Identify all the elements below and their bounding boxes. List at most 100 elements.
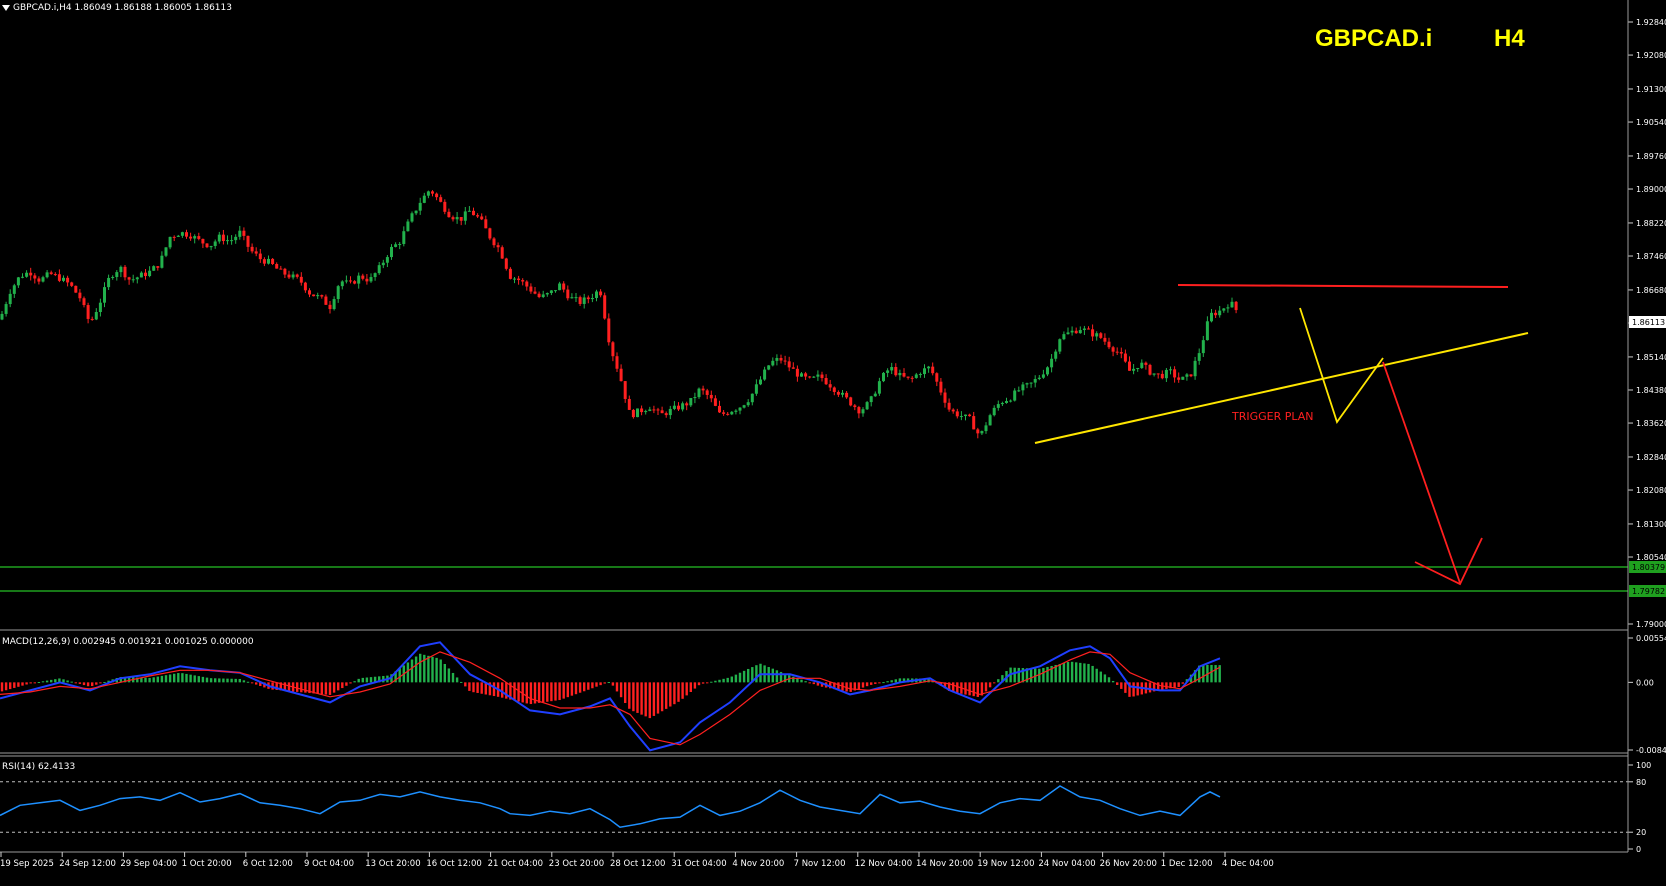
time-tick-label: 13 Oct 20:00 xyxy=(365,859,420,869)
candle-body xyxy=(586,297,590,300)
macd-hist-bar xyxy=(993,682,996,684)
macd-hist-bar xyxy=(423,654,426,683)
candle-body xyxy=(398,243,402,245)
macd-hist-bar xyxy=(660,682,664,712)
time-tick-label: 29 Sep 04:00 xyxy=(120,859,177,869)
time-tick-label: 14 Nov 20:00 xyxy=(916,859,973,869)
candle-body xyxy=(205,243,209,248)
candle-body xyxy=(517,278,521,281)
macd-hist-bar xyxy=(816,682,820,686)
macd-hist-bar xyxy=(308,682,311,694)
macd-hist-bar xyxy=(328,682,332,695)
macd-hist-bar xyxy=(21,682,24,686)
macd-hist-bar xyxy=(275,682,278,690)
macd-hist-bar xyxy=(373,676,377,683)
macd-hist-bar xyxy=(882,682,885,684)
macd-hist-bar xyxy=(783,673,787,683)
candle-body xyxy=(943,392,947,403)
projection-zigzag-yellow[interactable] xyxy=(1299,307,1384,424)
macd-hist-bar xyxy=(50,679,53,683)
candle-body xyxy=(1000,402,1004,405)
macd-hist-bar xyxy=(193,675,196,683)
trendline-support[interactable] xyxy=(1034,332,1529,444)
candle-body xyxy=(254,251,258,254)
candle-body xyxy=(910,377,914,379)
candle-body xyxy=(377,265,381,274)
macd-hist-bar xyxy=(505,682,508,699)
macd-hist-bar xyxy=(1124,682,1127,693)
candle-body xyxy=(1136,367,1140,369)
candle-body xyxy=(1226,307,1230,309)
macd-hist-bar xyxy=(693,682,697,689)
time-tick-label: 9 Oct 04:00 xyxy=(304,859,354,869)
macd-hist-bar xyxy=(701,682,705,684)
candle-body xyxy=(959,416,963,418)
macd-hist-bar xyxy=(964,682,967,695)
macd-hist-bar xyxy=(492,682,496,697)
macd-hist-bar xyxy=(86,682,90,687)
candle-body xyxy=(783,360,787,362)
candle-body xyxy=(353,281,357,284)
candle-body xyxy=(164,247,168,256)
macd-hist-bar xyxy=(923,678,926,683)
candle-body xyxy=(968,414,972,417)
candle-body xyxy=(570,297,574,299)
macd-hist-bar xyxy=(1177,682,1180,687)
macd-hist-bar xyxy=(984,682,988,692)
candle-body xyxy=(615,356,619,369)
candle-body xyxy=(1041,374,1045,378)
macd-hist-bar xyxy=(689,682,692,692)
macd-hist-bar xyxy=(665,682,668,709)
projection-drop-red[interactable] xyxy=(1382,361,1461,584)
candle-body xyxy=(1033,378,1037,383)
candle-body xyxy=(861,409,865,414)
candle-body xyxy=(832,387,836,392)
menu-triangle-icon[interactable] xyxy=(2,5,10,11)
macd-hist-bar xyxy=(607,682,610,684)
macd-hist-bar xyxy=(1214,665,1217,683)
price-tick-label: 1.92080 xyxy=(1636,51,1666,60)
candle-body xyxy=(275,264,279,269)
candle-body xyxy=(927,366,931,369)
macd-hist-bar xyxy=(1029,668,1033,683)
projection-arrowhead-red[interactable] xyxy=(1414,537,1483,586)
support-label-upper-box xyxy=(1629,561,1666,573)
macd-hist-bar xyxy=(398,668,401,683)
candle-body xyxy=(1140,362,1144,368)
candle-body xyxy=(1111,347,1115,352)
candle-body xyxy=(234,236,238,241)
price-tick-label: 1.89000 xyxy=(1636,185,1666,194)
resistance-line[interactable] xyxy=(1177,284,1509,288)
time-tick-label: 21 Oct 04:00 xyxy=(488,859,543,869)
macd-hist-bar xyxy=(488,682,492,696)
macd-hist-bar xyxy=(33,682,36,684)
macd-hist-bar xyxy=(476,682,479,693)
macd-hist-bar xyxy=(320,682,323,695)
candle-body xyxy=(554,290,557,292)
macd-hist-bar xyxy=(242,680,246,683)
candle-body xyxy=(636,408,639,418)
candle-body xyxy=(791,367,795,369)
support-label-upper: 1.80379 xyxy=(1632,563,1665,572)
macd-hist-bar xyxy=(435,657,438,683)
candle-body xyxy=(328,304,332,310)
candle-body xyxy=(1181,376,1185,380)
candle-body xyxy=(123,266,127,278)
candle-body xyxy=(324,296,328,305)
candle-body xyxy=(746,402,750,406)
price-tick-label: 1.91300 xyxy=(1636,85,1666,94)
candle-body xyxy=(242,230,246,236)
candle-body xyxy=(935,373,939,382)
candle-body xyxy=(459,217,463,221)
candle-body xyxy=(1005,401,1008,403)
macd-hist-bar xyxy=(480,682,483,694)
candle-body xyxy=(668,408,672,416)
candle-body xyxy=(221,234,225,241)
candle-body xyxy=(21,276,24,278)
candle-body xyxy=(410,213,414,222)
time-tick-label: 4 Nov 20:00 xyxy=(732,859,784,869)
candle-body xyxy=(1214,312,1218,316)
macd-hist-bar xyxy=(173,673,176,683)
candle-body xyxy=(1021,384,1025,391)
macd-hist-bar xyxy=(706,682,709,684)
